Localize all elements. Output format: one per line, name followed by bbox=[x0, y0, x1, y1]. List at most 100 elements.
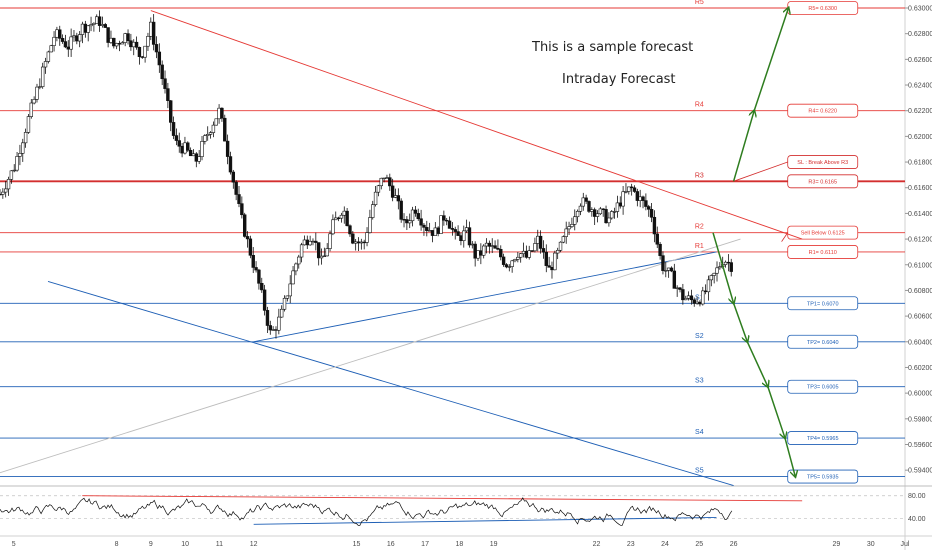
candle bbox=[97, 10, 102, 32]
price-tick-label: 0.63000 bbox=[908, 6, 932, 13]
candle-body bbox=[470, 243, 475, 246]
candle-body bbox=[553, 252, 557, 271]
candle bbox=[689, 289, 694, 305]
candle bbox=[55, 26, 59, 42]
candle bbox=[1, 188, 5, 199]
candle bbox=[12, 164, 16, 173]
candle bbox=[416, 208, 420, 221]
price-tick-label: 0.60200 bbox=[908, 365, 932, 372]
candle-body bbox=[581, 197, 585, 207]
candle bbox=[245, 231, 250, 248]
candle-body bbox=[405, 219, 409, 224]
candle-body bbox=[120, 42, 125, 45]
candle-body bbox=[197, 156, 201, 162]
candle bbox=[681, 283, 685, 305]
candle-body bbox=[194, 153, 199, 162]
candle bbox=[564, 221, 568, 244]
candle bbox=[120, 41, 125, 45]
candle bbox=[334, 211, 338, 221]
candle bbox=[561, 235, 566, 244]
candle-body bbox=[75, 35, 79, 42]
candle-body bbox=[516, 256, 520, 260]
candle-body bbox=[558, 241, 563, 251]
candle-body bbox=[279, 308, 284, 318]
candle bbox=[100, 16, 105, 28]
candle-body bbox=[166, 88, 170, 101]
candle-body bbox=[200, 141, 204, 157]
forecast-up-arrow bbox=[732, 111, 755, 182]
candle-body bbox=[328, 233, 332, 249]
candle-body bbox=[607, 217, 611, 224]
candle-body bbox=[308, 241, 312, 246]
candle-body bbox=[695, 301, 699, 304]
candle bbox=[425, 220, 429, 237]
candle-body bbox=[169, 100, 173, 123]
candle bbox=[339, 212, 344, 223]
candle bbox=[92, 22, 96, 32]
trendline bbox=[47, 281, 734, 486]
candle bbox=[308, 235, 312, 246]
candle-body bbox=[58, 29, 62, 39]
candle bbox=[351, 230, 355, 245]
candle-body bbox=[527, 250, 531, 258]
candle bbox=[467, 221, 472, 248]
candle-body bbox=[348, 225, 352, 235]
candle bbox=[573, 209, 577, 231]
candle-body bbox=[206, 134, 210, 136]
candle bbox=[206, 126, 210, 141]
candle-body bbox=[479, 250, 483, 256]
level-name-s3: S3 bbox=[695, 378, 704, 385]
candle bbox=[299, 242, 304, 263]
candle-body bbox=[254, 267, 258, 271]
candle-body bbox=[587, 201, 591, 212]
candle-body bbox=[538, 235, 543, 249]
candle bbox=[109, 30, 113, 44]
candle-body bbox=[268, 325, 273, 331]
candle bbox=[624, 183, 628, 194]
candle bbox=[177, 132, 181, 153]
price-tick-label: 0.60600 bbox=[908, 314, 932, 321]
candle-body bbox=[669, 267, 674, 272]
candle bbox=[123, 32, 127, 47]
candle-body bbox=[55, 29, 59, 38]
candle-body bbox=[715, 267, 719, 274]
candle bbox=[612, 207, 617, 219]
candle bbox=[271, 326, 275, 331]
candle-body bbox=[376, 185, 381, 193]
candle-body bbox=[402, 219, 406, 221]
price-tick-label: 0.62400 bbox=[908, 83, 932, 90]
candle bbox=[72, 29, 76, 42]
candle bbox=[718, 262, 722, 270]
date-tick-label: 17 bbox=[421, 541, 429, 548]
candle-body bbox=[373, 191, 378, 205]
candle-body bbox=[436, 227, 440, 234]
candle bbox=[641, 195, 645, 209]
candle-body bbox=[621, 191, 625, 207]
candle bbox=[393, 188, 398, 199]
price-tick-label: 0.61200 bbox=[908, 237, 932, 244]
candle bbox=[479, 243, 483, 265]
candle-body bbox=[419, 218, 423, 226]
trendline bbox=[253, 251, 717, 343]
candle bbox=[106, 27, 110, 48]
candle-body bbox=[237, 194, 241, 204]
candle-body bbox=[723, 261, 728, 265]
candle-body bbox=[151, 21, 156, 45]
candle-body bbox=[143, 45, 147, 58]
candle-body bbox=[106, 27, 110, 43]
candle-body bbox=[388, 177, 392, 187]
candle-body bbox=[493, 245, 497, 249]
candle-body bbox=[242, 214, 247, 237]
candle bbox=[610, 210, 614, 220]
candle-body bbox=[490, 245, 494, 247]
candle bbox=[430, 230, 435, 243]
candle bbox=[129, 33, 133, 51]
candle bbox=[664, 261, 668, 278]
candle bbox=[58, 25, 62, 46]
candle bbox=[365, 227, 369, 247]
candle bbox=[635, 188, 640, 207]
price-tick-label: 0.61800 bbox=[908, 160, 932, 167]
candle-body bbox=[567, 226, 571, 230]
stop-loss-label: SL : Break Above R3 bbox=[797, 160, 848, 166]
